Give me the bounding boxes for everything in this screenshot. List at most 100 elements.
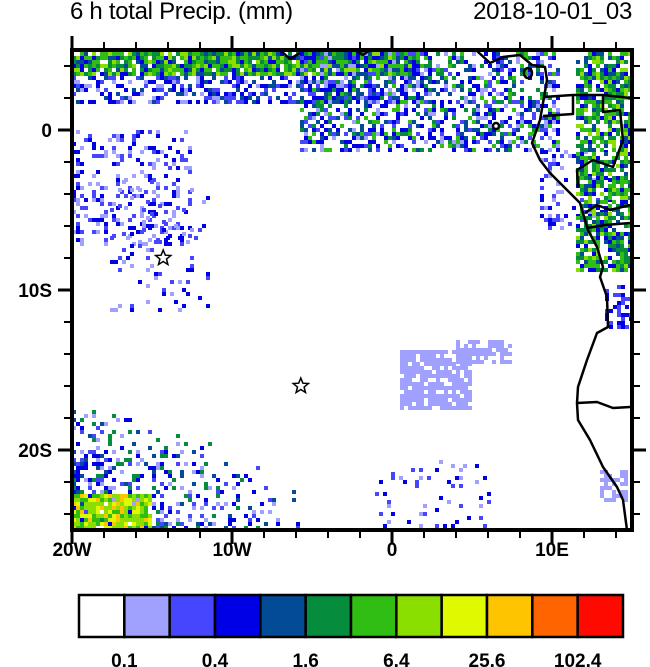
precip-cell (472, 52, 476, 56)
precip-cell (160, 68, 164, 72)
coastline-segment (584, 203, 631, 215)
precip-cell (612, 56, 616, 60)
precip-cell (140, 506, 144, 510)
precip-cell (580, 216, 584, 220)
precip-cell (84, 214, 88, 218)
precip-cell (160, 450, 164, 454)
precip-cell (496, 72, 500, 76)
precip-cell (460, 386, 464, 390)
precip-cell (220, 80, 224, 84)
precip-cell (340, 56, 344, 60)
precip-cell (552, 218, 556, 222)
precip-cell (308, 124, 312, 128)
precip-cell (424, 374, 428, 378)
precip-cell (352, 56, 356, 60)
precip-cell (152, 100, 156, 104)
precip-cell (232, 76, 236, 80)
precip-cell (460, 390, 464, 394)
precip-cell (608, 120, 612, 124)
precip-cell (162, 228, 166, 232)
precip-cell (584, 228, 588, 232)
precip-cell (372, 128, 376, 132)
precip-cell (604, 478, 608, 482)
precip-cell (160, 52, 164, 56)
precip-cell (112, 134, 116, 138)
precip-cell (604, 196, 608, 200)
precip-cell (120, 494, 124, 498)
precip-cell (484, 104, 488, 108)
precip-cell (624, 248, 628, 252)
precip-cell (592, 156, 596, 160)
precip-cell (584, 116, 588, 120)
precip-cell (268, 60, 272, 64)
precip-cell (620, 108, 624, 112)
precip-cell (96, 474, 100, 478)
precip-cell (388, 80, 392, 84)
precip-cell (392, 132, 396, 136)
precip-cell (584, 204, 588, 208)
precip-cell (580, 148, 584, 152)
precip-cell (112, 80, 116, 84)
precip-cell (592, 112, 596, 116)
precip-cell (404, 374, 408, 378)
precip-cell (96, 438, 100, 442)
precip-cell (476, 104, 480, 108)
precip-cell (584, 244, 588, 248)
precip-cell (336, 80, 340, 84)
precip-cell (340, 96, 344, 100)
precip-cell (496, 100, 500, 104)
precip-cell (304, 132, 308, 136)
precip-cell (416, 84, 420, 88)
precip-cell (580, 152, 584, 156)
precip-cell (122, 248, 126, 252)
precip-cell (352, 128, 356, 132)
precip-cell (488, 128, 492, 132)
precip-cell (464, 140, 468, 144)
precip-cell (364, 100, 368, 104)
precip-cell (384, 112, 388, 116)
precip-cell (154, 240, 158, 244)
precip-cell (260, 72, 264, 76)
precip-cell (580, 124, 584, 128)
precip-cell (428, 80, 432, 84)
precip-cell (544, 132, 548, 136)
precip-cell (184, 60, 188, 64)
precip-cell (424, 52, 428, 56)
precip-cell (96, 80, 100, 84)
precip-cell (328, 56, 332, 60)
precip-cell (156, 150, 160, 154)
precip-cell (256, 64, 260, 68)
precip-cell (364, 56, 368, 60)
precip-cell (176, 80, 180, 84)
precip-cell (368, 88, 372, 92)
precip-cell (76, 494, 80, 498)
precip-cell (608, 168, 612, 172)
precip-cell (472, 340, 476, 344)
precip-cell (528, 132, 532, 136)
precip-cell (384, 72, 388, 76)
precip-cell (444, 406, 448, 410)
precip-cell (216, 92, 220, 96)
coastline-segment (542, 95, 575, 118)
precip-cell (524, 108, 528, 112)
precip-cell (324, 60, 328, 64)
precip-cell (116, 178, 120, 182)
precip-cell (168, 76, 172, 80)
precip-cell (112, 414, 116, 418)
precip-cell (92, 422, 96, 426)
precip-cell (404, 68, 408, 72)
precip-cell (624, 188, 628, 192)
precip-cell (84, 198, 88, 202)
precip-cell (84, 88, 88, 92)
precip-cell (612, 192, 616, 196)
precip-cell (284, 68, 288, 72)
precip-cell (96, 64, 100, 68)
precip-cell (576, 268, 580, 272)
precip-cell (560, 190, 564, 194)
precip-cell (264, 486, 268, 490)
precip-cell (84, 502, 88, 506)
precip-cell (424, 88, 428, 92)
precip-cell (76, 518, 80, 522)
precip-cell (620, 112, 624, 116)
precip-cell (408, 402, 412, 406)
